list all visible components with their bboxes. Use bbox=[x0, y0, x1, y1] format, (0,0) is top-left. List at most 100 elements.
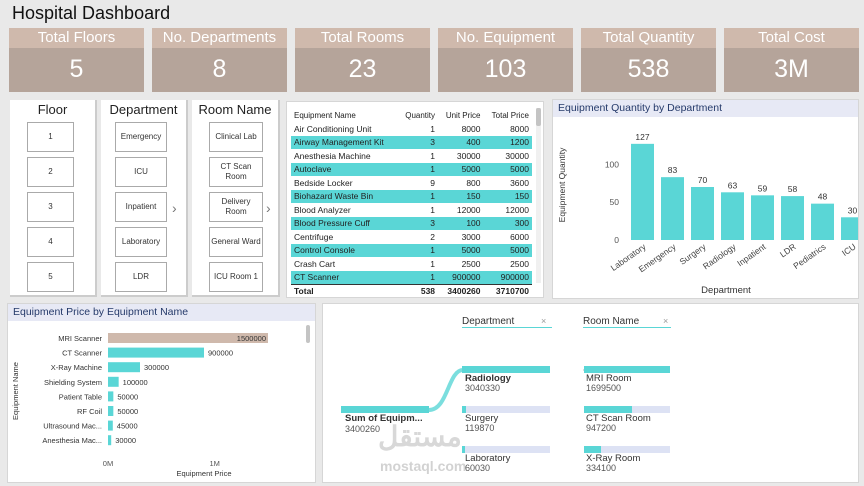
price-bar[interactable] bbox=[108, 376, 119, 387]
column-header[interactable]: Total Price bbox=[491, 110, 529, 120]
price-bar[interactable] bbox=[108, 347, 204, 358]
column-header[interactable]: Unit Price bbox=[445, 110, 481, 120]
x-tick-label: 1M bbox=[209, 459, 219, 468]
bar-value-label: 48 bbox=[818, 192, 828, 202]
floor-option[interactable]: 2 bbox=[27, 157, 74, 187]
table-cell: 1 bbox=[398, 270, 439, 284]
table-scrollbar[interactable] bbox=[536, 108, 541, 283]
table-row[interactable]: Blood Pressure Cuff 3 100 300 bbox=[291, 216, 532, 230]
table-row[interactable]: Autoclave 1 5000 5000 bbox=[291, 162, 532, 176]
bar-value-label: 300000 bbox=[144, 363, 169, 372]
tree-node-bar[interactable] bbox=[462, 446, 465, 453]
room-option[interactable]: Delivery Room bbox=[209, 192, 263, 222]
table-row[interactable]: Blood Analyzer 1 12000 12000 bbox=[291, 203, 532, 217]
tree-node-bar[interactable] bbox=[584, 366, 670, 373]
floor-option[interactable]: 1 bbox=[27, 122, 74, 152]
close-icon[interactable]: × bbox=[541, 316, 547, 326]
room-option[interactable]: ICU Room 1 bbox=[209, 262, 263, 292]
price-bar[interactable] bbox=[108, 420, 113, 431]
room-option[interactable]: Clinical Lab bbox=[209, 122, 263, 152]
floor-option[interactable]: 3 bbox=[27, 192, 74, 222]
watermark-logo: مستقل bbox=[378, 421, 462, 452]
price-bar[interactable] bbox=[108, 362, 140, 373]
table-cell: Control Console bbox=[291, 243, 399, 257]
table-row[interactable]: Biohazard Waste Bin 1 150 150 bbox=[291, 189, 532, 203]
column-header[interactable]: Quantity bbox=[405, 110, 436, 120]
quantity-bar[interactable] bbox=[721, 192, 744, 240]
table-cell: 150 bbox=[483, 189, 532, 203]
tree-header-room[interactable]: Room Name bbox=[583, 316, 671, 328]
table-cell: 150 bbox=[438, 189, 484, 203]
table-cell: Centrifuge bbox=[294, 231, 334, 242]
table-total-row: Total 538 3400260 3710700 bbox=[291, 283, 532, 298]
tree-node-track[interactable] bbox=[462, 446, 550, 453]
price-bar[interactable] bbox=[108, 391, 114, 402]
price-bar[interactable] bbox=[108, 406, 114, 416]
floor-option[interactable]: 5 bbox=[27, 262, 74, 292]
quantity-bar[interactable] bbox=[781, 196, 804, 240]
department-option[interactable]: LDR bbox=[115, 262, 167, 292]
table-cell: Air Conditioning Unit bbox=[294, 123, 372, 134]
chevron-right-icon[interactable]: › bbox=[266, 200, 271, 216]
tree-node-bar[interactable] bbox=[462, 366, 550, 373]
tree-department-label[interactable]: Radiology bbox=[465, 373, 511, 384]
quantity-bar[interactable] bbox=[751, 195, 774, 240]
quantity-bar[interactable] bbox=[691, 187, 714, 240]
tree-node-bar[interactable] bbox=[584, 406, 633, 413]
table-cell: 5000 bbox=[483, 162, 532, 176]
tree-room-label[interactable]: MRI Room bbox=[586, 373, 632, 384]
tree-department-label[interactable]: Laboratory bbox=[465, 453, 511, 464]
column-header[interactable]: Equipment Name bbox=[294, 110, 356, 120]
table-cell: Autoclave bbox=[291, 162, 399, 176]
y-tick-label: 100 bbox=[605, 159, 619, 169]
quantity-bar[interactable] bbox=[631, 143, 654, 240]
table-cell: 2500 bbox=[510, 258, 529, 269]
quantity-bar[interactable] bbox=[811, 203, 834, 240]
room-option[interactable]: CT Scan Room bbox=[209, 157, 263, 187]
price-bar[interactable] bbox=[108, 435, 112, 446]
table-row[interactable]: Control Console 1 5000 5000 bbox=[291, 243, 532, 257]
chart-scrollbar[interactable] bbox=[306, 325, 310, 343]
quantity-bar[interactable] bbox=[661, 177, 684, 240]
quantity-bar[interactable] bbox=[841, 217, 858, 240]
department-option[interactable]: Emergency bbox=[115, 122, 167, 152]
tree-room-label[interactable]: X-Ray Room bbox=[586, 453, 641, 464]
table-row[interactable]: Anesthesia Machine 1 30000 30000 bbox=[291, 149, 532, 163]
tree-room-label[interactable]: CT Scan Room bbox=[586, 413, 651, 424]
chevron-right-icon[interactable]: › bbox=[172, 200, 177, 216]
kpi-value: 103 bbox=[484, 55, 527, 83]
tree-root-bar[interactable] bbox=[341, 406, 429, 413]
quantity-chart-title: Equipment Quantity by Department bbox=[553, 100, 858, 117]
table-cell: 1 bbox=[430, 150, 436, 161]
table-cell: 3000 bbox=[461, 231, 481, 242]
tree-node-bar[interactable] bbox=[584, 446, 602, 453]
bar-value-label: 45000 bbox=[117, 422, 138, 431]
x-tick-label: Inpatient bbox=[735, 241, 768, 268]
table-row[interactable]: Centrifuge 2 3000 6000 bbox=[291, 230, 532, 244]
floor-option[interactable]: 4 bbox=[27, 227, 74, 257]
y-axis-title: Equipment Quantity bbox=[557, 147, 567, 222]
tree-header-department[interactable]: Department bbox=[462, 316, 552, 328]
table-row[interactable]: Air Conditioning Unit 1 8000 8000 bbox=[291, 122, 532, 136]
department-option[interactable]: Laboratory bbox=[115, 227, 167, 257]
department-option[interactable]: ICU bbox=[115, 157, 167, 187]
table-row[interactable]: Crash Cart 1 2500 2500 bbox=[291, 257, 532, 271]
close-icon[interactable]: × bbox=[663, 316, 669, 326]
table-row[interactable]: Bedside Locker 9 800 3600 bbox=[291, 176, 532, 190]
y-tick-label: CT Scanner bbox=[62, 349, 102, 358]
table-row[interactable]: CT Scanner 1 900000 900000 bbox=[291, 270, 532, 284]
tree-node-track[interactable] bbox=[462, 406, 550, 413]
tree-department-label[interactable]: Surgery bbox=[465, 413, 499, 424]
tree-node-track[interactable] bbox=[584, 446, 670, 453]
table-row[interactable]: Airway Management Kit 3 400 1200 bbox=[291, 135, 532, 149]
room-option[interactable]: General Ward bbox=[209, 227, 263, 257]
kpi-label: No. Departments bbox=[152, 28, 287, 48]
table-cell: 12000 bbox=[505, 204, 529, 215]
table-cell: 1 bbox=[430, 123, 436, 134]
kpi-card: Total Floors 5 bbox=[9, 28, 144, 92]
department-option[interactable]: Inpatient bbox=[115, 192, 167, 222]
table-cell: 100 bbox=[438, 216, 484, 230]
price-bar[interactable] bbox=[108, 333, 268, 343]
tree-node-bar[interactable] bbox=[462, 406, 466, 413]
tree-department-value: 119870 bbox=[465, 423, 495, 433]
